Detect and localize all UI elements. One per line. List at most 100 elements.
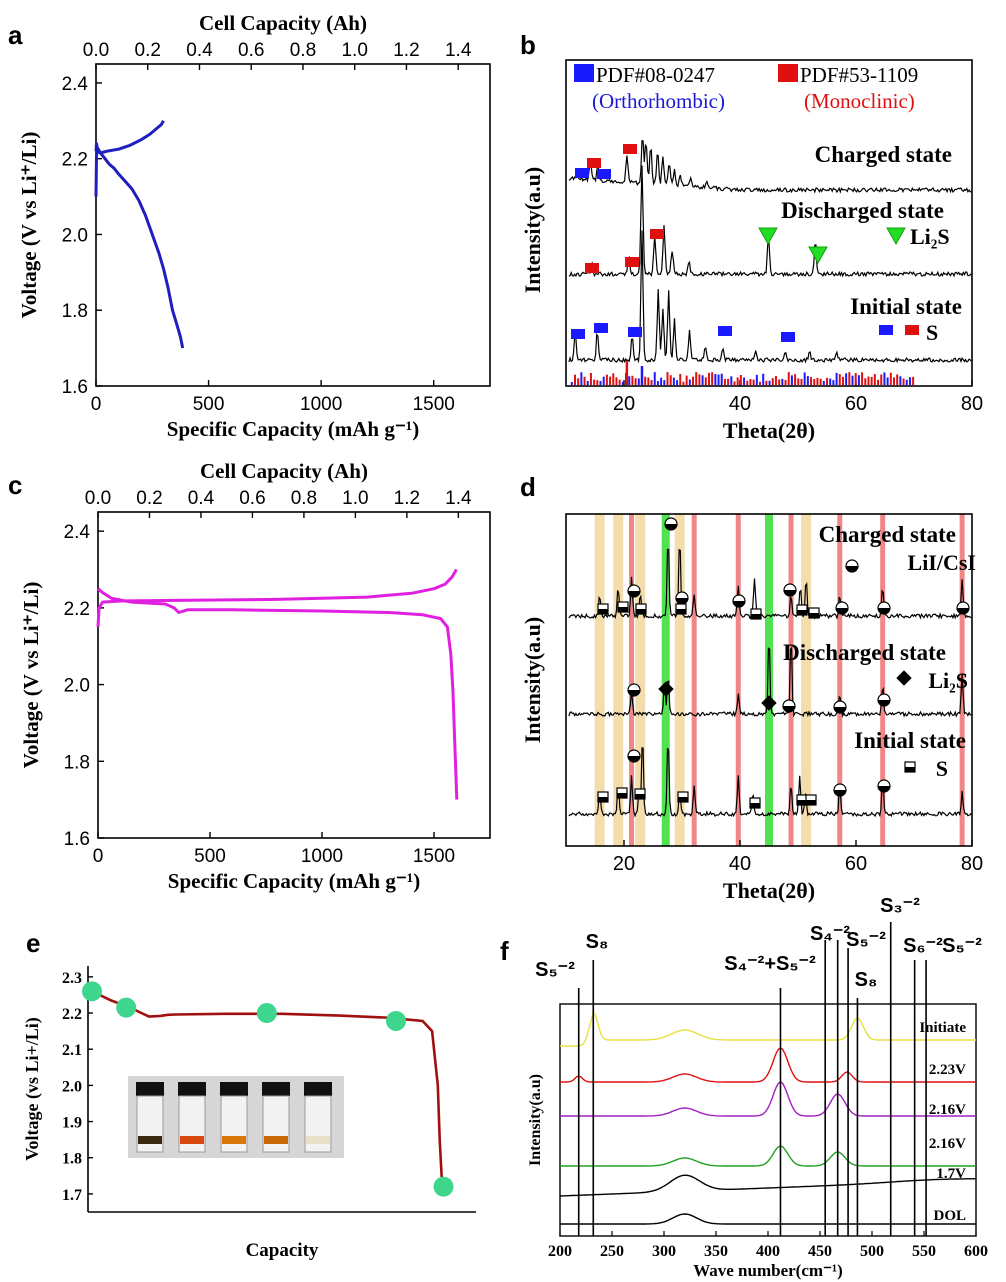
band-red: [880, 514, 886, 846]
band-red: [788, 514, 794, 846]
x2-tick-label: 0.2: [135, 40, 161, 61]
trace-label: Charged state: [815, 142, 952, 167]
panel-e: 1.7 1.8 1.9 2.0 2.1 2.2 2.3 Capacity Voltage (vs…: [22, 966, 476, 1261]
s-marker-fill: [905, 767, 915, 772]
raman-trace-3: [560, 1145, 976, 1167]
y-tick-label: 1.9: [62, 1115, 82, 1132]
lii-csi-marker-fill: [846, 566, 858, 572]
y-axis-label: Voltage (V vs Li⁺/Li): [17, 132, 41, 319]
legend-marker-orthorhombic: [574, 64, 594, 82]
x-tick-label: 1500: [413, 846, 455, 867]
plot-frame: [565, 59, 973, 387]
s-marker-fill: [751, 614, 761, 619]
x2-tick-label: 0.4: [186, 40, 213, 61]
panel-letter-c: c: [8, 470, 22, 500]
sampling-point: [116, 997, 137, 1018]
lii-csi-marker-fill: [628, 591, 640, 597]
orthorhombic-marker: [781, 332, 795, 342]
assignment-label: S₄⁻²+S₅⁻²: [724, 953, 816, 975]
s-marker-fill: [797, 800, 807, 805]
lii-csi-marker-fill: [878, 700, 890, 706]
vial-cap: [262, 1082, 290, 1096]
li2s-marker: [758, 227, 778, 246]
x2-tick-label: 1.4: [445, 488, 472, 509]
y-tick-label: 2.1: [62, 1042, 82, 1059]
x2-axis-label: Cell Capacity (Ah): [200, 459, 368, 483]
vial-cap: [220, 1082, 248, 1096]
x-tick-label: 300: [652, 1243, 676, 1260]
lii-csi-marker-fill: [628, 690, 640, 696]
panel-letter-d: d: [520, 472, 536, 502]
y-tick-label: 2.4: [64, 522, 91, 543]
assignment-label: S₈: [586, 931, 609, 953]
vial-cap: [304, 1082, 332, 1096]
raman-trace-5: [560, 1213, 976, 1225]
lii-csi-marker-fill: [957, 608, 969, 614]
series-charge: [96, 568, 458, 628]
monoclinic-marker: [585, 263, 599, 273]
s-marker-fill: [676, 609, 686, 614]
legend-label: PDF#53-1109: [800, 63, 918, 87]
lii-csi-marker-fill: [878, 608, 890, 614]
series-discharge: [94, 149, 185, 349]
trace-label: 2.16V: [929, 1136, 966, 1152]
s-marker-fill: [797, 610, 807, 615]
xrd-trace-1: [568, 646, 972, 718]
lii-csi-marker-fill: [878, 786, 890, 792]
panel-letter-a: a: [8, 20, 23, 50]
lii-csi-marker-fill: [676, 598, 688, 604]
assignment-label: S₅⁻²: [535, 959, 575, 981]
raman-trace-4: [559, 1174, 976, 1197]
band-red: [691, 514, 697, 846]
x-tick-label: 20: [613, 853, 635, 875]
trace-label: 1.7V: [936, 1166, 966, 1182]
sampling-point: [386, 1010, 406, 1031]
panel-a: 1.6 1.8 2.0 2.2 2.4 0 500 1000 1500 0.0 0.2 0.4 0.6 0…: [17, 11, 491, 441]
y-axis-label: Intensity(a.u): [520, 617, 545, 744]
x-axis-label: Specific Capacity (mAh g⁻¹): [167, 417, 419, 441]
band-orange: [635, 514, 646, 846]
x2-tick-label: 1.2: [394, 488, 420, 509]
band-red: [735, 514, 741, 846]
xrd-trace-0: [568, 139, 972, 194]
x-tick-label: 250: [600, 1243, 624, 1260]
s-marker-fill: [635, 794, 645, 799]
lii-csi-marker-fill: [784, 590, 796, 596]
x-tick-label: 1000: [301, 846, 343, 867]
plot-frame: [95, 63, 491, 387]
monoclinic-marker: [587, 158, 601, 168]
x-tick-label: 40: [729, 853, 751, 875]
panel-letter-f: f: [500, 936, 509, 966]
li2s-marker: [808, 246, 828, 265]
x-tick-label: 500: [194, 846, 226, 867]
s-marker-fill: [806, 800, 816, 805]
y-axis-label: Intensity(a.u): [527, 1074, 544, 1166]
x-axis-label: Theta(2θ): [723, 418, 815, 443]
xrd-trace-0: [568, 548, 972, 621]
y-axis-label: Voltage (vs Li+/Li): [22, 1017, 43, 1161]
legend-phase: (Orthorhombic): [592, 89, 725, 113]
x-tick-label: 600: [964, 1243, 988, 1260]
raman-trace-2: [560, 1081, 976, 1117]
lii-csi-marker-fill: [733, 601, 745, 607]
y-tick-label: 2.2: [62, 1006, 82, 1023]
x2-tick-label: 0.6: [238, 40, 264, 61]
band-red: [837, 514, 843, 846]
y-tick-label: 2.2: [62, 150, 88, 171]
sampling-point: [256, 1003, 277, 1024]
monoclinic-marker: [905, 325, 919, 335]
s-marker-fill: [618, 607, 628, 612]
y-tick-label: 1.8: [62, 1151, 82, 1168]
orthorhombic-marker: [879, 325, 893, 335]
series-charge: [94, 120, 165, 155]
y-tick-label: 2.0: [62, 225, 88, 246]
band-orange: [594, 514, 605, 846]
x-axis-label: Specific Capacity (mAh g⁻¹): [168, 869, 420, 893]
x-tick-label: 0: [91, 394, 102, 415]
s-marker-fill: [617, 793, 627, 798]
y-tick-label: 2.0: [62, 1078, 82, 1095]
x-tick-label: 400: [756, 1243, 780, 1260]
panel-d: 20 40 60 80 Theta(2θ) Intensity(a.u) Charged s…: [520, 513, 983, 903]
x2-tick-label: 0.4: [188, 488, 215, 509]
